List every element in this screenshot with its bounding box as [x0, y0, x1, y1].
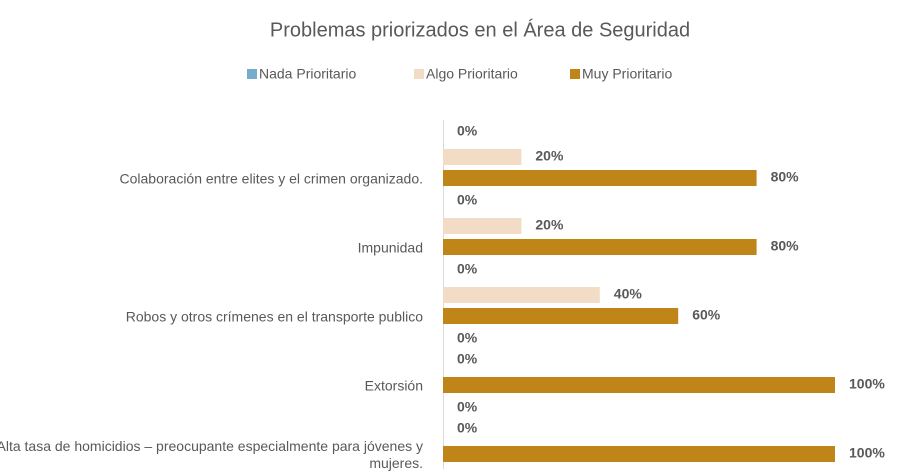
value-label: 40%: [614, 286, 643, 302]
category-label: Extorsión: [364, 377, 423, 394]
value-label: 0%: [457, 330, 478, 346]
value-label: 100%: [849, 445, 885, 461]
value-label: 20%: [535, 217, 564, 233]
value-label: 0%: [457, 420, 478, 436]
value-label: 80%: [771, 169, 800, 185]
bar: [443, 287, 600, 303]
bar: [443, 239, 757, 255]
bar: [443, 308, 679, 324]
bar: [443, 218, 522, 234]
bar: [443, 377, 835, 393]
legend-swatch: [247, 69, 257, 79]
category-label: Impunidad: [357, 239, 423, 256]
chart-title: Problemas priorizados en el Área de Segu…: [270, 18, 690, 41]
value-label: 80%: [771, 238, 800, 254]
value-label: 100%: [849, 376, 885, 392]
category-label: Alta tasa de homicidios – preocupante es…: [0, 438, 423, 471]
bar: [443, 170, 757, 186]
value-label: 0%: [457, 351, 478, 367]
legend-swatch: [414, 69, 424, 79]
legend-label: Muy Prioritario: [582, 66, 672, 82]
category-label: Robos y otros crímenes en el transporte …: [125, 308, 423, 325]
category-label: Colaboración entre elites y el crimen or…: [119, 170, 424, 187]
value-label: 60%: [692, 307, 721, 323]
value-label: 0%: [457, 192, 478, 208]
value-label: 0%: [457, 123, 478, 139]
bar: [443, 149, 522, 165]
legend-swatch: [570, 69, 580, 79]
value-label: 20%: [535, 148, 564, 164]
value-label: 0%: [457, 399, 478, 415]
bar: [443, 446, 835, 462]
value-label: 0%: [457, 261, 478, 277]
legend-label: Nada Prioritario: [259, 66, 356, 82]
legend-label: Algo Prioritario: [426, 66, 518, 82]
